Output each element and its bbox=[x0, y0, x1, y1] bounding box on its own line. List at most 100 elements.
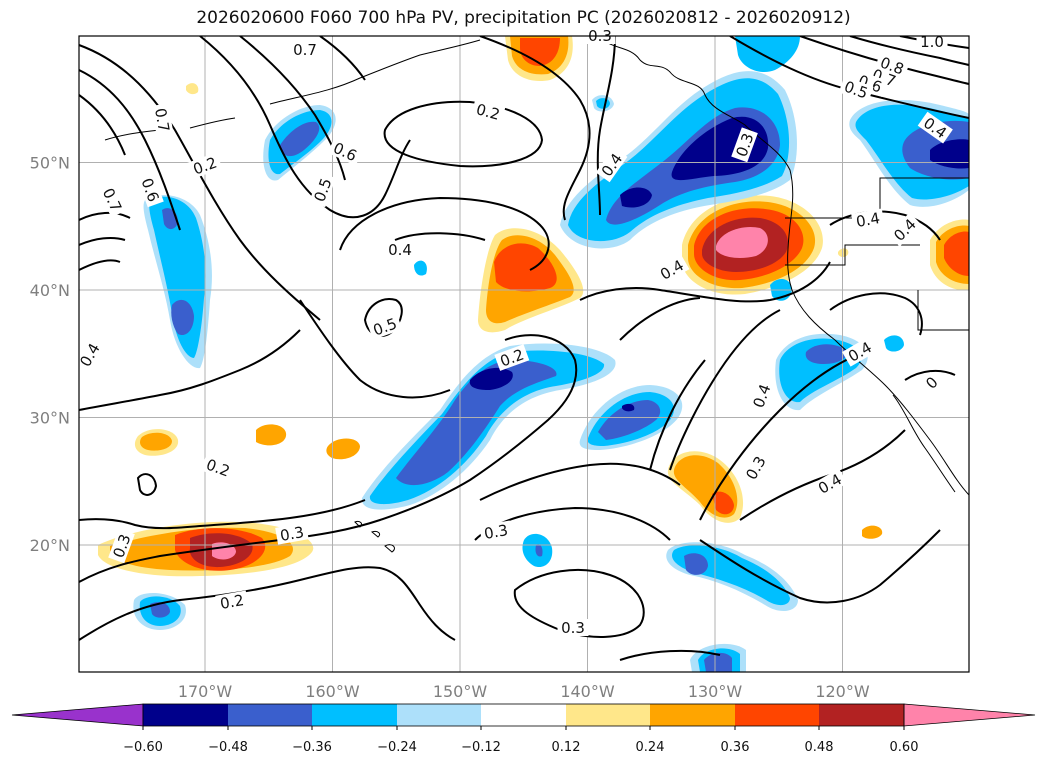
precip-blob bbox=[171, 299, 194, 336]
pv-contour-line bbox=[79, 334, 578, 583]
contour-label-bg bbox=[595, 147, 628, 183]
contour-label-bg bbox=[917, 111, 953, 144]
colorbar-segment bbox=[566, 704, 650, 726]
pv-contour-line bbox=[699, 349, 871, 521]
contour-label-bg bbox=[479, 520, 513, 543]
pv-contour-line bbox=[579, 261, 831, 303]
contour-label: 0.2 bbox=[215, 590, 249, 613]
precip-blob bbox=[598, 400, 661, 440]
precipitation-shading bbox=[98, 36, 969, 672]
latitude-labels: 50°N 40°N 30°N 20°N bbox=[30, 154, 70, 556]
pv-contour-line bbox=[79, 499, 366, 530]
colorbar-segment bbox=[312, 704, 397, 726]
lat-tick-label: 40°N bbox=[30, 281, 70, 300]
precip-blob bbox=[535, 544, 543, 557]
contour-label-bg bbox=[470, 99, 506, 124]
colorbar-tick-label: −0.12 bbox=[461, 740, 501, 755]
precip-blob bbox=[805, 344, 847, 364]
contour-label-text: 0.4 bbox=[388, 241, 412, 259]
coastline-alaska bbox=[269, 39, 481, 105]
contour-label-bg bbox=[921, 372, 943, 394]
pv-contour-line bbox=[669, 309, 781, 471]
precip-blob bbox=[838, 248, 849, 257]
map-title: 2026020600 F060 700 hPa PV, precipitatio… bbox=[196, 8, 851, 28]
colorbar-tick-label: −0.36 bbox=[292, 740, 332, 755]
colorbar-tick-label: 0.60 bbox=[890, 740, 919, 755]
pv-contour-line bbox=[339, 196, 550, 271]
pv-contour-line bbox=[79, 236, 126, 246]
pv-contour-line bbox=[79, 212, 131, 221]
precip-blob bbox=[494, 243, 557, 292]
colorbar-extend-max bbox=[903, 703, 1036, 727]
colorbar-segment bbox=[819, 704, 904, 726]
map-frame bbox=[78, 35, 970, 673]
pv-contour-line bbox=[394, 232, 486, 241]
colorbar-tick-label: 0.36 bbox=[721, 740, 750, 755]
contour-label-bg bbox=[137, 172, 164, 208]
pv-contour-line bbox=[904, 369, 956, 381]
colorbar-segment bbox=[650, 704, 735, 726]
contour-label-bg bbox=[98, 182, 127, 218]
precip-blob bbox=[620, 187, 652, 208]
contour-label-bg bbox=[367, 313, 403, 340]
precip-blob bbox=[326, 438, 360, 460]
contour-label-bg bbox=[838, 76, 874, 103]
lat-tick-label: 20°N bbox=[30, 536, 70, 555]
colorbar-tick-label: −0.48 bbox=[208, 740, 248, 755]
pv-contour-line bbox=[596, 36, 616, 216]
precip-blob bbox=[944, 231, 969, 276]
contour-label-bg bbox=[275, 522, 309, 545]
state-border bbox=[785, 177, 969, 331]
precip-blob bbox=[684, 553, 708, 575]
lon-tick-label: 150°W bbox=[433, 682, 488, 701]
pv-contour-line bbox=[849, 36, 969, 66]
contour-label: 1.0 bbox=[916, 33, 948, 51]
precip-blob bbox=[256, 424, 287, 446]
pv-contour-line bbox=[829, 292, 923, 336]
colorbar-extend-min bbox=[11, 703, 144, 727]
graticule bbox=[79, 36, 969, 672]
pv-contour-line bbox=[79, 94, 126, 156]
colorbar-segment bbox=[397, 704, 481, 726]
contour-label-text: 0.7 bbox=[151, 107, 173, 134]
colorbar: −0.60 −0.48 −0.36 −0.24 −0.12 0.12 0.24 0.36 0.4… bbox=[11, 703, 1036, 755]
precip-blob bbox=[704, 652, 732, 672]
precip-blob bbox=[884, 335, 904, 352]
pv-contour-line bbox=[239, 36, 346, 181]
colorbar-tick-label: −0.24 bbox=[377, 740, 417, 755]
contour-label-text: 0.7 bbox=[293, 41, 317, 59]
precip-blob bbox=[140, 432, 172, 451]
contour-label-bg bbox=[151, 103, 174, 137]
coastline-baja bbox=[892, 394, 956, 493]
lon-tick-label: 160°W bbox=[305, 682, 360, 701]
contour-label-bg bbox=[187, 152, 223, 179]
pv-contour-line bbox=[319, 36, 366, 81]
precip-blob bbox=[469, 367, 513, 390]
pv-contour-line bbox=[479, 36, 591, 221]
contour-label-bg bbox=[748, 378, 775, 414]
pv-contour-line bbox=[619, 649, 721, 661]
contour-label: 0.3 bbox=[479, 520, 513, 543]
pv-contour-line bbox=[383, 100, 544, 168]
contour-label-bg bbox=[327, 137, 363, 166]
longitude-labels: 170°W 160°W 150°W 140°W 130°W 120°W bbox=[178, 682, 870, 701]
lon-tick-label: 170°W bbox=[178, 682, 233, 701]
contour-label: 0.7 bbox=[151, 103, 174, 137]
contour-label-text: 0.2 bbox=[219, 591, 246, 613]
lat-tick-label: 30°N bbox=[30, 409, 70, 428]
pv-contour-line bbox=[79, 69, 181, 231]
pv-contour-line bbox=[479, 462, 681, 501]
precip-blob bbox=[414, 260, 427, 276]
lon-tick-label: 120°W bbox=[815, 682, 870, 701]
precip-blob bbox=[396, 360, 557, 486]
contour-label-text: 0.3 bbox=[561, 619, 585, 637]
contour-label-bg bbox=[384, 241, 416, 258]
contour-label: 0.4 bbox=[851, 208, 885, 231]
contour-label-bg bbox=[654, 254, 690, 285]
colorbar-segment bbox=[735, 704, 819, 726]
lon-tick-label: 140°W bbox=[560, 682, 615, 701]
pv-contour-line bbox=[79, 44, 321, 321]
contour-label: 0.3 bbox=[557, 619, 589, 637]
contour-label-bg bbox=[215, 590, 249, 613]
